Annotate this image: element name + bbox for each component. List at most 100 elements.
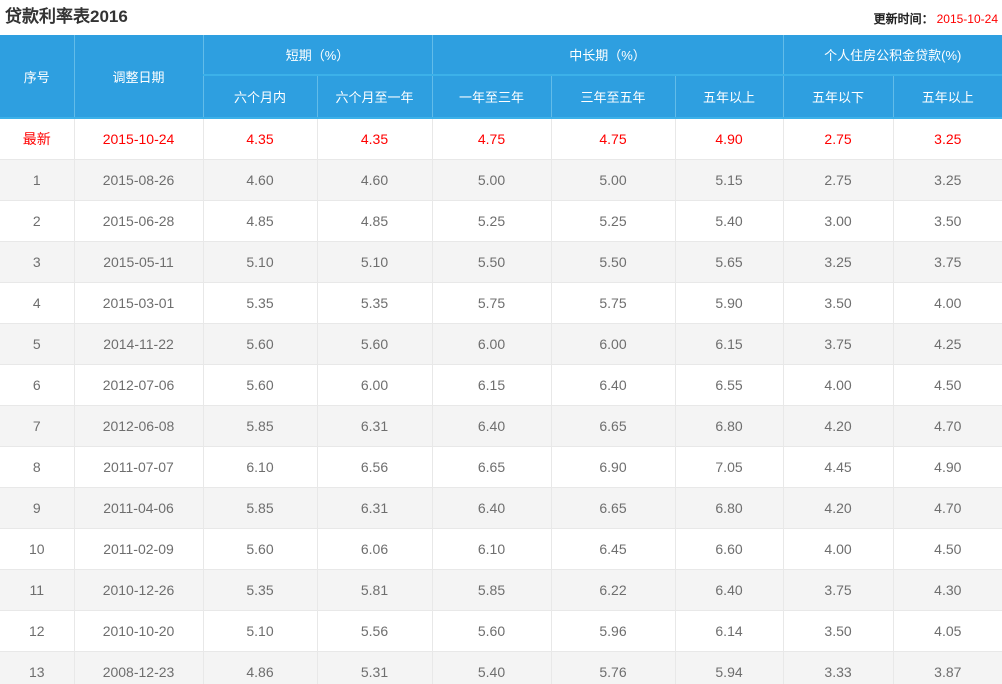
rate-value-cell: 2.75 [782,158,894,200]
rate-value-cell: 4.45 [782,445,894,487]
rate-value-cell: 4.35 [202,118,317,159]
row-index-cell: 4 [0,281,74,323]
rate-value-cell: 5.10 [316,240,432,282]
rate-value-cell: 4.05 [892,609,1002,651]
rate-value-cell: 3.50 [782,281,894,323]
rate-value-cell: 6.45 [550,527,675,569]
rate-value-cell: 4.85 [316,199,432,241]
rate-value-cell: 5.60 [202,363,317,405]
update-time-label: 更新时间： [873,12,934,26]
rate-value-cell: 5.50 [431,240,551,282]
rate-value-cell: 6.00 [431,322,551,364]
rate-value-cell: 5.75 [431,281,551,323]
rate-value-cell: 5.65 [674,240,784,282]
rate-value-cell: 4.75 [431,118,551,159]
row-index-cell: 7 [0,404,74,446]
row-index-cell: 1 [0,158,74,200]
page-title: 贷款利率表2016 [5,7,128,26]
rate-value-cell: 3.75 [782,568,894,610]
rate-value-cell: 4.20 [782,486,894,528]
rate-value-cell: 4.75 [550,118,675,159]
row-date-cell: 2012-07-06 [73,363,203,405]
rate-value-cell: 4.35 [316,118,432,159]
table-row: 8 2011-07-07 6.10 6.56 6.65 6.90 7.05 4.45 4.90 [0,445,1002,487]
row-index-cell: 12 [0,609,74,651]
rate-value-cell: 6.90 [550,445,675,487]
rate-table: 序号 调整日期 短期（%） 中长期（%） 个人住房公积金贷款(%) 六个月内 六… [0,35,1002,684]
row-index-cell: 5 [0,322,74,364]
rate-value-cell: 5.60 [316,322,432,364]
rate-value-cell: 5.81 [316,568,432,610]
rate-table-body: 最新 2015-10-24 4.35 4.35 4.75 4.75 4.90 2.75 3.25… [0,118,1002,684]
rate-value-cell: 5.10 [202,609,317,651]
rate-value-cell: 5.96 [550,609,675,651]
row-date-cell: 2011-02-09 [73,527,203,569]
table-row: 13 2008-12-23 4.86 5.31 5.40 5.76 5.94 3.33 3.87 [0,650,1002,684]
rate-value-cell: 6.65 [550,404,675,446]
rate-value-cell: 5.94 [674,650,784,684]
rate-value-cell: 6.22 [550,568,675,610]
row-index-cell: 6 [0,363,74,405]
rate-value-cell: 4.70 [892,486,1002,528]
rate-value-cell: 5.85 [202,404,317,446]
rate-value-cell: 5.35 [316,281,432,323]
row-date-cell: 2015-06-28 [73,199,203,241]
header-sub-row: 六个月内 六个月至一年 一年至三年 三年至五年 五年以上 五年以下 五年以上 [0,74,1002,119]
rate-value-cell: 6.40 [550,363,675,405]
rate-value-cell: 6.55 [674,363,784,405]
rate-value-cell: 5.25 [431,199,551,241]
table-row: 最新 2015-10-24 4.35 4.35 4.75 4.75 4.90 2.75 3.25 [0,118,1002,159]
header-group-row: 序号 调整日期 短期（%） 中长期（%） 个人住房公积金贷款(%) [0,35,1002,119]
rate-value-cell: 4.50 [892,527,1002,569]
rate-value-cell: 6.40 [431,486,551,528]
rate-value-cell: 5.90 [674,281,784,323]
rate-value-cell: 4.90 [674,118,784,159]
rate-value-cell: 4.00 [782,527,894,569]
rate-value-cell: 5.00 [431,158,551,200]
row-index-cell: 8 [0,445,74,487]
rate-value-cell: 5.85 [431,568,551,610]
rate-value-cell: 3.50 [782,609,894,651]
table-row: 7 2012-06-08 5.85 6.31 6.40 6.65 6.80 4.20 4.70 [0,404,1002,446]
rate-value-cell: 5.75 [550,281,675,323]
row-date-cell: 2015-05-11 [73,240,203,282]
rate-value-cell: 6.40 [674,568,784,610]
row-date-cell: 2008-12-23 [73,650,203,684]
rate-value-cell: 6.00 [550,322,675,364]
header-sub-1-to-3-years: 一年至三年 [431,74,551,119]
rate-value-cell: 6.15 [674,322,784,364]
rate-value-cell: 6.80 [674,404,784,446]
table-row: 5 2014-11-22 5.60 5.60 6.00 6.00 6.15 3.75 4.25 [0,322,1002,364]
rate-value-cell: 3.25 [892,118,1002,159]
table-row: 10 2011-02-09 5.60 6.06 6.10 6.45 6.60 4.00 4.50 [0,527,1002,569]
rate-value-cell: 3.25 [782,240,894,282]
header-sub-over-5-years-fund: 五年以上 [892,74,1002,119]
update-time: 更新时间： 2015-10-24 [874,6,998,27]
rate-value-cell: 4.00 [782,363,894,405]
rate-value-cell: 6.56 [316,445,432,487]
rate-value-cell: 3.87 [892,650,1002,684]
rate-value-cell: 5.40 [674,199,784,241]
header-col-no: 序号 [0,35,74,119]
rate-value-cell: 4.60 [316,158,432,200]
row-date-cell: 2010-10-20 [73,609,203,651]
row-index-cell: 2 [0,199,74,241]
header-col-date: 调整日期 [73,35,203,119]
row-index-cell: 9 [0,486,74,528]
rate-value-cell: 6.10 [431,527,551,569]
rate-value-cell: 5.10 [202,240,317,282]
table-row: 1 2015-08-26 4.60 4.60 5.00 5.00 5.15 2.75 3.25 [0,158,1002,200]
page-header: 贷款利率表2016 更新时间： 2015-10-24 [0,0,1002,35]
rate-value-cell: 4.30 [892,568,1002,610]
rate-value-cell: 3.25 [892,158,1002,200]
header-sub-6-months-to-1-year: 六个月至一年 [316,74,432,119]
rate-value-cell: 3.00 [782,199,894,241]
rate-value-cell: 4.85 [202,199,317,241]
rate-value-cell: 6.65 [550,486,675,528]
row-index-cell: 3 [0,240,74,282]
header-group-short-term: 短期（%） [202,35,432,76]
rate-value-cell: 3.75 [892,240,1002,282]
rate-value-cell: 7.05 [674,445,784,487]
header-sub-under-5-years-fund: 五年以下 [782,74,894,119]
